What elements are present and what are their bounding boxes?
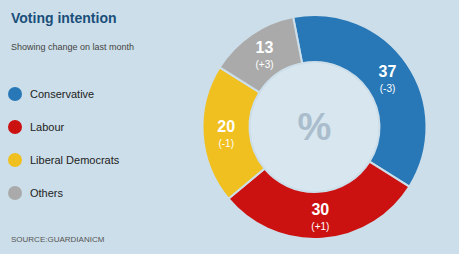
svg-text:37: 37 (379, 63, 397, 80)
html-text:Voting intention: Voting intention (11, 10, 117, 26)
svg-text:20: 20 (217, 118, 235, 135)
html-text:Conservative: Conservative (30, 88, 95, 100)
svg-text:30: 30 (311, 201, 329, 218)
svg-text:13: 13 (256, 39, 274, 56)
html-text:Showing change on last month: Showing change on last month (11, 42, 135, 52)
html-text:Labour: Labour (30, 121, 65, 133)
svg-text:(-3): (-3) (380, 83, 396, 94)
html-text:Liberal Democrats: Liberal Democrats (30, 154, 120, 166)
html-text:SOURCE:GUARDIANICM: SOURCE:GUARDIANICM (11, 235, 105, 244)
svg-text:(-1): (-1) (218, 138, 234, 149)
svg-text:(+3): (+3) (255, 59, 273, 70)
html-text:Others: Others (30, 187, 63, 199)
svg-text:(+1): (+1) (311, 221, 329, 232)
